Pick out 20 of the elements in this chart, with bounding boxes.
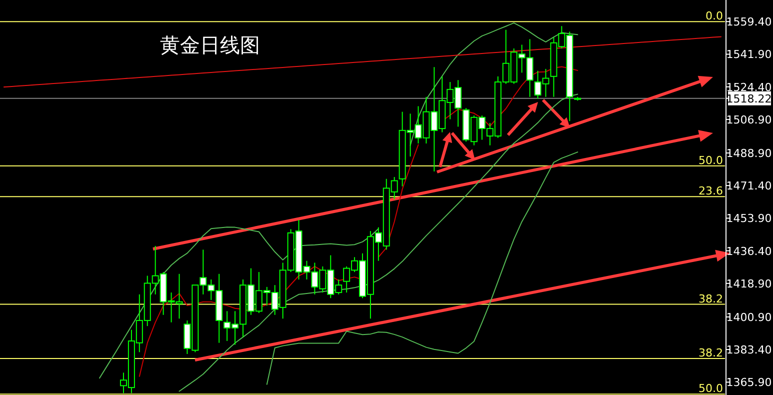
annotation: 50.0 bbox=[698, 382, 723, 395]
y-tick-label: 1436.40 bbox=[726, 244, 772, 258]
y-tick-label: 1518.22 bbox=[726, 92, 772, 106]
y-tick-label: 1471.40 bbox=[726, 180, 772, 193]
y-tick-label: 1541.90 bbox=[726, 48, 772, 62]
y-tick-label: 1418.90 bbox=[726, 277, 772, 290]
y-tick-label: 1488.90 bbox=[726, 146, 772, 160]
y-tick-label: 1559.40 bbox=[726, 16, 772, 29]
y-tick-label: 1365.90 bbox=[726, 376, 772, 390]
annotation: 23.6 bbox=[698, 184, 723, 198]
annotation: 38.2 bbox=[698, 292, 723, 306]
y-tick-label: 1506.90 bbox=[726, 113, 772, 126]
annotation: 50.0 bbox=[698, 154, 723, 167]
y-tick-label: 1524.40 bbox=[726, 80, 772, 94]
annotation: 0.0 bbox=[706, 10, 723, 23]
y-tick-label: 1453.90 bbox=[726, 212, 772, 226]
annotation: 38.2 bbox=[698, 346, 723, 360]
y-tick-label: 1400.90 bbox=[726, 310, 772, 324]
y-tick-label: 1383.40 bbox=[726, 344, 772, 357]
text: 黄金日线图 bbox=[160, 33, 260, 57]
